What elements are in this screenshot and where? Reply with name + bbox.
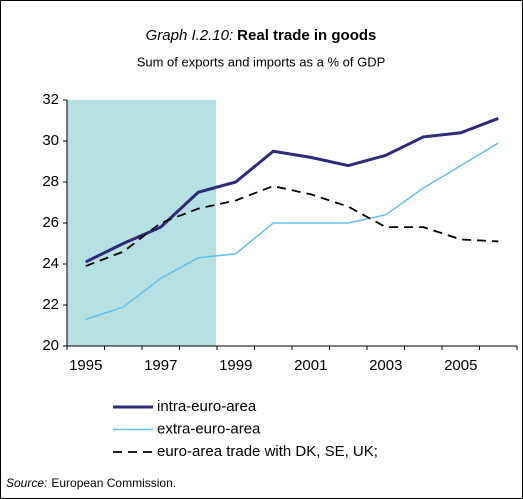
source: European Commission. [51,476,176,490]
series-line [85,185,499,267]
x-tick-label: 1995 [69,357,102,374]
series-line [85,142,499,321]
source-line: Source: European Commission. [6,476,176,490]
y-tick-label: 26 [42,214,59,231]
y-tick-label: 32 [42,91,59,108]
x-tick-label: 1999 [219,357,252,374]
title-line: Graph I.2.10: Real trade in goods [146,27,377,44]
y-tick-label: 20 [42,337,59,354]
title-prefix: Graph I.2.10: [146,27,234,44]
source-label: Source: [6,476,47,490]
x-tick-label: 2003 [369,357,402,374]
legend-label: euro-area trade with DK, SE, UK; [157,443,378,460]
legend-label: intra-euro-area [157,398,257,415]
shaded-region [67,100,216,346]
subtitle: Sum of exports and imports as a % of GDP [137,54,386,69]
series-line [85,117,499,264]
y-tick-label: 22 [42,296,59,313]
x-tick-label: 2005 [444,357,477,374]
legend-label: extra-euro-area [157,420,261,437]
chart-title: Real trade in goods [237,27,376,44]
y-tick-label: 28 [42,173,59,190]
x-tick-label: 2001 [294,357,327,374]
y-tick-label: 24 [42,255,59,272]
y-tick-label: 30 [42,132,59,149]
x-tick-label: 1997 [144,357,177,374]
